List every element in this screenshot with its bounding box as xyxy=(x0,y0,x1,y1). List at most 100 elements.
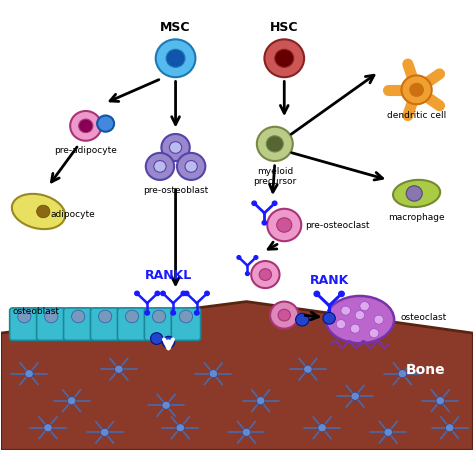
Circle shape xyxy=(135,292,139,296)
Circle shape xyxy=(126,310,139,323)
Text: adipocyte: adipocyte xyxy=(50,210,95,219)
Circle shape xyxy=(161,292,165,296)
Text: pre-adipocyte: pre-adipocyte xyxy=(55,146,117,155)
Circle shape xyxy=(151,333,163,345)
Circle shape xyxy=(410,84,423,97)
Circle shape xyxy=(100,428,109,437)
Circle shape xyxy=(154,161,166,173)
FancyBboxPatch shape xyxy=(145,308,173,341)
Circle shape xyxy=(153,310,165,323)
Circle shape xyxy=(209,370,218,378)
Circle shape xyxy=(398,370,407,378)
Circle shape xyxy=(304,365,312,373)
Circle shape xyxy=(246,272,249,276)
Text: dendritic cell: dendritic cell xyxy=(387,111,446,120)
Text: myeloid
precursor: myeloid precursor xyxy=(253,166,296,185)
Circle shape xyxy=(184,292,189,296)
Circle shape xyxy=(18,310,31,323)
Circle shape xyxy=(145,311,149,315)
Circle shape xyxy=(351,392,359,400)
Circle shape xyxy=(360,302,369,311)
Circle shape xyxy=(242,428,251,437)
Text: MSC: MSC xyxy=(160,22,191,34)
Circle shape xyxy=(181,292,186,296)
Circle shape xyxy=(323,313,335,324)
Circle shape xyxy=(266,137,283,152)
Circle shape xyxy=(446,424,454,432)
Circle shape xyxy=(406,186,422,202)
Circle shape xyxy=(179,310,192,323)
Circle shape xyxy=(436,397,445,405)
Circle shape xyxy=(256,397,265,405)
FancyBboxPatch shape xyxy=(171,308,201,341)
Circle shape xyxy=(401,76,432,105)
Circle shape xyxy=(177,153,205,180)
Circle shape xyxy=(270,302,299,329)
Circle shape xyxy=(259,269,272,281)
Circle shape xyxy=(339,292,344,297)
Text: pre-osteoblast: pre-osteoblast xyxy=(143,186,208,195)
Circle shape xyxy=(25,370,33,378)
Circle shape xyxy=(384,428,392,437)
Circle shape xyxy=(45,310,58,323)
Circle shape xyxy=(155,292,160,296)
Circle shape xyxy=(341,306,350,315)
Circle shape xyxy=(278,309,291,321)
Circle shape xyxy=(314,292,319,297)
FancyBboxPatch shape xyxy=(64,308,93,341)
Circle shape xyxy=(156,40,195,78)
Circle shape xyxy=(267,209,301,242)
Circle shape xyxy=(237,256,241,260)
Circle shape xyxy=(257,128,293,161)
Circle shape xyxy=(262,221,267,226)
Circle shape xyxy=(185,161,197,173)
FancyBboxPatch shape xyxy=(9,308,39,341)
Circle shape xyxy=(369,329,379,338)
Circle shape xyxy=(374,315,383,324)
Circle shape xyxy=(162,336,174,348)
Circle shape xyxy=(176,424,184,432)
Circle shape xyxy=(252,202,256,206)
FancyBboxPatch shape xyxy=(118,308,147,341)
Ellipse shape xyxy=(12,194,65,230)
Circle shape xyxy=(115,365,123,373)
Circle shape xyxy=(146,153,174,180)
Circle shape xyxy=(97,116,114,133)
Circle shape xyxy=(67,397,76,405)
Circle shape xyxy=(162,401,170,410)
Ellipse shape xyxy=(326,296,394,344)
Circle shape xyxy=(355,311,365,320)
Circle shape xyxy=(194,311,199,315)
Circle shape xyxy=(254,256,258,260)
Circle shape xyxy=(169,143,182,154)
Text: HSC: HSC xyxy=(270,22,299,34)
Text: RANKL: RANKL xyxy=(145,269,192,282)
Circle shape xyxy=(336,320,346,329)
Text: osteoblast: osteoblast xyxy=(12,306,60,315)
Circle shape xyxy=(205,292,210,296)
Circle shape xyxy=(273,202,277,206)
Ellipse shape xyxy=(393,180,440,207)
Circle shape xyxy=(296,313,309,326)
Circle shape xyxy=(318,424,326,432)
Text: macrophage: macrophage xyxy=(388,213,445,222)
FancyBboxPatch shape xyxy=(36,308,66,341)
Circle shape xyxy=(327,315,332,320)
Text: RANK: RANK xyxy=(310,273,349,286)
Circle shape xyxy=(44,424,52,432)
Circle shape xyxy=(70,112,101,142)
Text: osteoclast: osteoclast xyxy=(400,312,447,321)
Circle shape xyxy=(350,324,360,333)
Circle shape xyxy=(99,310,112,323)
Circle shape xyxy=(79,120,93,133)
FancyBboxPatch shape xyxy=(91,308,120,341)
Text: Bone: Bone xyxy=(406,363,446,377)
Circle shape xyxy=(161,135,190,161)
Circle shape xyxy=(72,310,85,323)
Circle shape xyxy=(264,40,304,78)
Polygon shape xyxy=(0,302,474,450)
Circle shape xyxy=(277,218,292,233)
Circle shape xyxy=(171,311,175,315)
Circle shape xyxy=(251,262,280,289)
Circle shape xyxy=(166,50,185,68)
